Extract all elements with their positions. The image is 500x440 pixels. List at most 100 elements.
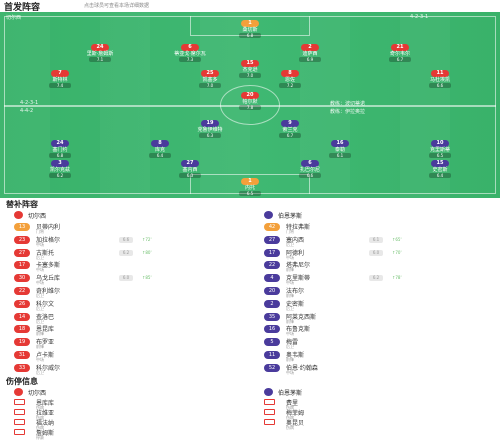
player-shirt-number: 6 bbox=[181, 44, 199, 51]
sub-list-item[interactable]: 5 梅雷 后卫 bbox=[264, 337, 500, 350]
sub-list-item[interactable]: 52 伯恩·约翰森 中场 bbox=[264, 363, 500, 376]
player-shirt-number: 27 bbox=[181, 160, 199, 167]
injury-list-item[interactable]: 费里 伤病 bbox=[264, 398, 500, 411]
player-card[interactable]: 2 迪萨西 6.9 bbox=[280, 44, 340, 62]
sub-list-item[interactable]: 17 阿德利 中场 6.0 ↑70' bbox=[264, 248, 500, 261]
player-card[interactable]: 11 马杜埃凯 6.6 bbox=[410, 70, 470, 88]
player-card[interactable]: 27 塞内西 6.3 bbox=[160, 160, 220, 178]
sub-shirt-number: 22 bbox=[264, 261, 280, 270]
sub-player-position: 后卫 bbox=[36, 293, 44, 298]
center-circle bbox=[220, 85, 280, 125]
player-name: 桑切斯 bbox=[242, 27, 258, 33]
player-name: 马杜埃凯 bbox=[429, 77, 450, 83]
sub-list-item[interactable]: 18 恩昆库 前锋 bbox=[14, 324, 254, 337]
sub-list-item[interactable]: 26 科尔文 后卫 bbox=[14, 299, 254, 312]
sub-player-position: 中场 bbox=[36, 357, 44, 362]
player-shirt-number: 21 bbox=[391, 44, 409, 51]
player-card[interactable]: 19 克鲁伊维特 6.3 bbox=[180, 120, 240, 138]
sub-player-rating: 6.1 bbox=[369, 236, 383, 243]
sub-list-item[interactable]: 42 特拉弗斯 门将 bbox=[264, 222, 500, 235]
sub-list-item[interactable]: 27 古斯托 后卫 6.2 ↑80' bbox=[14, 248, 254, 261]
player-card[interactable]: 6 扎巴尔尼 6.6 bbox=[280, 160, 340, 178]
player-shirt-number: 24 bbox=[91, 44, 109, 51]
sub-player-position: 后卫 bbox=[36, 318, 44, 324]
sub-in-minute: ↑65' bbox=[392, 236, 402, 242]
player-card[interactable]: 24 里斯·詹姆斯 7.1 bbox=[70, 44, 130, 62]
sub-player-name: 布鲁克斯 bbox=[286, 326, 311, 334]
sub-list-item[interactable]: 33 科尔威尔 后卫 bbox=[14, 363, 254, 376]
player-rating: 6.9 bbox=[299, 57, 321, 62]
sub-list-item[interactable]: 2 史密斯 后卫 bbox=[264, 299, 500, 312]
player-rating: 6.3 bbox=[199, 133, 221, 138]
player-shirt-number: 7 bbox=[51, 70, 69, 77]
sub-list-item[interactable]: 30 乌戈丘库 中场 6.0 ↑85' bbox=[14, 273, 254, 286]
sub-list-item[interactable]: 16 布鲁克斯 中场 bbox=[264, 324, 500, 337]
sub-list-item[interactable]: 4 克里斯蒂 中场 6.2 ↑78' bbox=[264, 273, 500, 286]
sub-list-item[interactable]: 31 卢卡斯 中场 bbox=[14, 350, 254, 363]
sub-player-position: 中场 bbox=[36, 267, 44, 273]
sub-list-item[interactable]: 27 塞内西 后卫 6.1 ↑65' bbox=[264, 235, 500, 248]
sub-list-item[interactable]: 23 加拉格尔 中场 6.6 ↑72' bbox=[14, 235, 254, 248]
sub-in-minute: ↑70' bbox=[392, 249, 402, 255]
sub-player-name: 阿德利 bbox=[286, 249, 305, 257]
sub-shirt-number: 30 bbox=[14, 274, 30, 283]
injured-player-name: 詹姆斯 bbox=[36, 430, 55, 437]
sub-player-position: 中场 bbox=[286, 369, 294, 375]
player-card[interactable]: 3 凯尔克兹 6.2 bbox=[30, 160, 90, 178]
player-rating: 6.7 bbox=[389, 57, 411, 62]
sub-player-name: 伯恩·约翰森 bbox=[286, 364, 318, 372]
player-card[interactable]: 15 杰克逊 7.0 bbox=[220, 60, 280, 78]
player-card[interactable]: 7 斯特林 7.4 bbox=[30, 70, 90, 88]
sub-list-item[interactable]: 22 塔弗尼尔 前锋 bbox=[264, 260, 500, 273]
injury-list-item[interactable]: 梅菲姆 伤病 bbox=[264, 408, 500, 421]
sub-list-item[interactable]: 17 卡塞多斯 中场 bbox=[14, 260, 254, 273]
sub-player-position: 后卫 bbox=[286, 241, 294, 247]
player-shirt-number: 25 bbox=[201, 70, 219, 77]
player-card[interactable]: 24 塞门约 6.8 bbox=[30, 140, 90, 158]
lineup-subtitle: 点击球员可查看本场详细数据 bbox=[84, 3, 150, 9]
player-card[interactable]: 1 桑切斯 6.8 bbox=[220, 20, 280, 38]
sub-list-item[interactable]: 35 阿莱克西斯 前锋 bbox=[264, 312, 500, 325]
player-card[interactable]: 21 奇尔韦尔 6.7 bbox=[370, 44, 430, 62]
sub-list-item[interactable]: 14 查洛巴 后卫 bbox=[14, 312, 254, 325]
sub-player-name: 特拉弗斯 bbox=[286, 224, 311, 231]
player-shirt-number: 8 bbox=[281, 70, 299, 77]
injury-list-item[interactable]: 詹姆斯 停赛 bbox=[14, 428, 254, 440]
sub-player-name: 科尔威尔 bbox=[36, 364, 61, 372]
sub-list-item[interactable]: 20 法布尔 前锋 bbox=[264, 286, 500, 299]
player-shirt-number: 24 bbox=[51, 140, 69, 147]
injury-list-item[interactable]: 拉维亚 伤病 bbox=[14, 408, 254, 421]
sub-list-item[interactable]: 11 奥韦斯 前锋 bbox=[264, 350, 500, 363]
player-card[interactable]: 10 克里斯蒂 6.5 bbox=[410, 140, 470, 158]
player-rating: 7.0 bbox=[239, 73, 261, 78]
home-formation: 4-2-3-1 bbox=[410, 14, 429, 20]
player-card[interactable]: 15 史密斯 6.4 bbox=[410, 160, 470, 178]
player-card[interactable]: 8 库克 6.4 bbox=[130, 140, 190, 158]
player-name: 塞门约 bbox=[52, 147, 68, 153]
sub-player-name: 法布尔 bbox=[286, 288, 305, 295]
injury-list-item[interactable]: 奥昆贝 伤病 bbox=[264, 418, 500, 431]
sub-list-item[interactable]: 22 奇利维尔 后卫 bbox=[14, 286, 254, 299]
sub-player-name: 卢卡斯 bbox=[36, 352, 55, 359]
injury-list-item[interactable]: 恩库库 伤病 bbox=[14, 398, 254, 411]
injury-list-item[interactable]: 福法纳 伤病 bbox=[14, 418, 254, 431]
player-card[interactable]: 20 帕尔默 7.8 bbox=[220, 92, 280, 110]
player-card[interactable]: 16 泰勒 6.1 bbox=[310, 140, 370, 158]
player-card[interactable]: 6 蒂亚戈·席尔瓦 7.3 bbox=[160, 44, 220, 62]
injury-icon bbox=[264, 419, 275, 425]
sub-player-name: 加拉格尔 bbox=[36, 236, 61, 244]
player-card[interactable]: 9 索兰克 6.7 bbox=[260, 120, 320, 138]
sub-player-rating: 6.2 bbox=[369, 275, 383, 282]
sub-player-position: 前锋 bbox=[286, 267, 294, 273]
sub-list-item[interactable]: 13 贝蒂内利 门将 bbox=[14, 222, 254, 235]
sub-shirt-number: 14 bbox=[14, 312, 30, 321]
player-card[interactable]: 8 恩佐 7.2 bbox=[260, 70, 320, 88]
sub-list-item[interactable]: 19 布罗亚 前锋 bbox=[14, 337, 254, 350]
player-rating: 6.6 bbox=[429, 83, 451, 88]
home-penalty-box bbox=[190, 16, 310, 36]
player-card[interactable]: 25 凯塞多 7.0 bbox=[180, 70, 240, 88]
player-card[interactable]: 1 内托 6.5 bbox=[220, 178, 280, 196]
sub-shirt-number: 4 bbox=[264, 274, 280, 283]
player-name: 扎巴尔尼 bbox=[299, 167, 320, 173]
player-rating: 6.8 bbox=[49, 153, 71, 158]
